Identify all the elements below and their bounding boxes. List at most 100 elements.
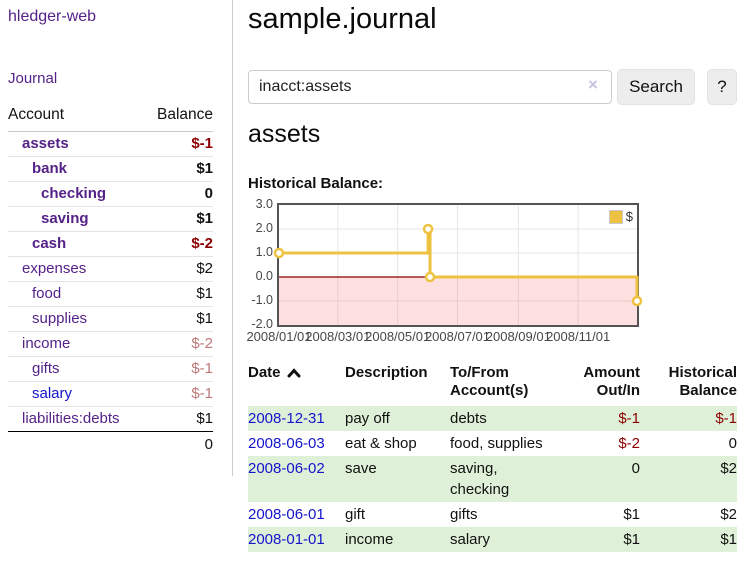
- sidebar-item-journal[interactable]: Journal: [8, 70, 58, 87]
- data-point: [422, 223, 434, 235]
- register-table: Date Description To/From Account(s) Amount Ou…: [248, 360, 737, 552]
- sort-asc-icon: [287, 368, 301, 378]
- transaction-accounts: debts: [450, 410, 487, 427]
- search-button[interactable]: Search: [617, 69, 695, 105]
- date-link[interactable]: 2008-06-02: [248, 460, 325, 477]
- account-link[interactable]: food: [32, 285, 62, 302]
- transaction-row: 2008-12-31 pay off debts $-1 $-1: [248, 406, 737, 431]
- transaction-accounts: food, supplies: [450, 435, 543, 452]
- account-balance: $-2: [191, 335, 213, 352]
- historical-balance-chart: 3.0 2.0 1.0 0.0 -1.0 -2.0 2008/01/01 2008/03/01…: [246, 197, 643, 344]
- x-axis-tick: 2008/11/01: [546, 329, 611, 344]
- transaction-balance: $-1: [715, 410, 737, 427]
- account-link[interactable]: cash: [32, 235, 67, 252]
- account-row: cash $-2: [8, 232, 213, 257]
- transaction-date[interactable]: 2008-12-31: [248, 406, 345, 431]
- legend-swatch-icon: [608, 209, 623, 224]
- y-axis-tick: 3.0: [255, 197, 273, 211]
- register-col-date[interactable]: Date: [248, 360, 345, 406]
- account-link[interactable]: gifts: [32, 360, 60, 377]
- transaction-date[interactable]: 2008-06-01: [248, 502, 345, 527]
- y-axis-tick: 2.0: [255, 221, 273, 235]
- account-row: saving $1: [8, 207, 213, 232]
- date-link[interactable]: 2008-12-31: [248, 410, 325, 427]
- transaction-date[interactable]: 2008-01-01: [248, 527, 345, 552]
- search-input[interactable]: [248, 70, 612, 104]
- chart-canvas: [273, 205, 643, 325]
- transaction-description: eat & shop: [345, 435, 417, 452]
- account-link[interactable]: liabilities:debts: [22, 410, 120, 427]
- negative-region: [279, 277, 637, 325]
- transaction-row: 2008-06-03 eat & shop food, supplies $-2 0: [248, 431, 737, 456]
- legend-label: $: [625, 209, 633, 224]
- transaction-accounts: saving, checking: [450, 460, 510, 498]
- data-point: [273, 247, 285, 259]
- chart-legend: $: [608, 209, 633, 224]
- register-col-tofrom: To/From Account(s): [450, 360, 562, 406]
- column-label: Description: [345, 364, 428, 381]
- transaction-description: income: [345, 531, 394, 548]
- date-link[interactable]: 2008-06-03: [248, 435, 325, 452]
- account-balance: $-1: [191, 135, 213, 152]
- transaction-date[interactable]: 2008-06-03: [248, 431, 345, 456]
- column-label: To/From: [450, 364, 509, 381]
- transaction-row: 2008-06-02 save saving, checking 0 $2: [248, 456, 737, 502]
- account-balance: $-1: [191, 360, 213, 377]
- chart-section-label: Historical Balance:: [248, 175, 384, 192]
- account-balance: $1: [196, 160, 213, 177]
- account-link[interactable]: saving: [41, 210, 89, 227]
- column-label: Amount: [583, 364, 640, 381]
- clear-search-icon[interactable]: ×: [588, 75, 598, 94]
- account-link[interactable]: assets: [22, 135, 69, 152]
- transaction-row: 2008-01-01 income salary $1 $1: [248, 527, 737, 552]
- transaction-amount: $1: [623, 531, 640, 548]
- account-row: checking 0: [8, 182, 213, 207]
- account-link[interactable]: bank: [32, 160, 68, 177]
- account-link[interactable]: supplies: [32, 310, 88, 327]
- transaction-description: pay off: [345, 410, 390, 427]
- account-row: food $1: [8, 282, 213, 307]
- y-axis-tick: -1.0: [251, 293, 273, 307]
- transaction-balance: $2: [720, 506, 737, 523]
- accounts-col-account: Account: [8, 106, 65, 123]
- date-link[interactable]: 2008-06-01: [248, 506, 325, 523]
- help-button[interactable]: ?: [707, 69, 737, 105]
- accounts-table-header: Account Balance: [8, 102, 213, 132]
- account-balance: $1: [196, 310, 213, 327]
- sidebar-divider: [232, 0, 233, 476]
- column-label: Account(s): [450, 382, 529, 399]
- x-axis-tick: 2008/03/01: [305, 329, 371, 344]
- account-balance: 0: [204, 185, 213, 202]
- account-balance: $1: [196, 410, 213, 427]
- account-link[interactable]: salary: [32, 385, 73, 402]
- main-content: sample.journal × Search ? assets Histori…: [246, 0, 742, 582]
- y-axis-tick: 0.0: [255, 269, 273, 283]
- transaction-accounts: gifts: [450, 506, 478, 523]
- accounts-col-balance: Balance: [156, 106, 213, 123]
- accounts-total-row: 0: [8, 431, 213, 457]
- x-axis-tick: 2008/01/01: [246, 329, 312, 344]
- transaction-amount: 0: [631, 460, 640, 477]
- account-link[interactable]: income: [22, 335, 71, 352]
- transaction-amount: $-2: [618, 435, 640, 452]
- transaction-row: 2008-06-01 gift gifts $1 $2: [248, 502, 737, 527]
- accounts-table: Account Balance assets $-1 bank $1 checking 0…: [8, 102, 213, 457]
- account-row: liabilities:debts $1: [8, 407, 213, 431]
- transaction-amount: $1: [623, 506, 640, 523]
- app-title-link[interactable]: hledger-web: [8, 8, 97, 25]
- date-link[interactable]: 2008-01-01: [248, 531, 325, 548]
- page-title: sample.journal: [248, 3, 437, 35]
- account-row: supplies $1: [8, 307, 213, 332]
- register-col-historical: Historical Balance: [640, 360, 737, 406]
- transaction-accounts: salary: [450, 531, 491, 548]
- y-axis-tick: 1.0: [255, 245, 273, 259]
- register-col-amount: Amount Out/In: [562, 360, 640, 406]
- account-link[interactable]: expenses: [22, 260, 87, 277]
- account-heading: assets: [248, 120, 321, 148]
- transaction-balance: $1: [720, 531, 737, 548]
- account-tree: assets $-1 bank $1 checking 0 saving $1 cash $-2 e…: [8, 132, 213, 431]
- column-label: Balance: [679, 382, 737, 399]
- transaction-date[interactable]: 2008-06-02: [248, 456, 345, 502]
- x-axis-tick: 2008/05/01: [365, 329, 431, 344]
- account-link[interactable]: checking: [41, 185, 107, 202]
